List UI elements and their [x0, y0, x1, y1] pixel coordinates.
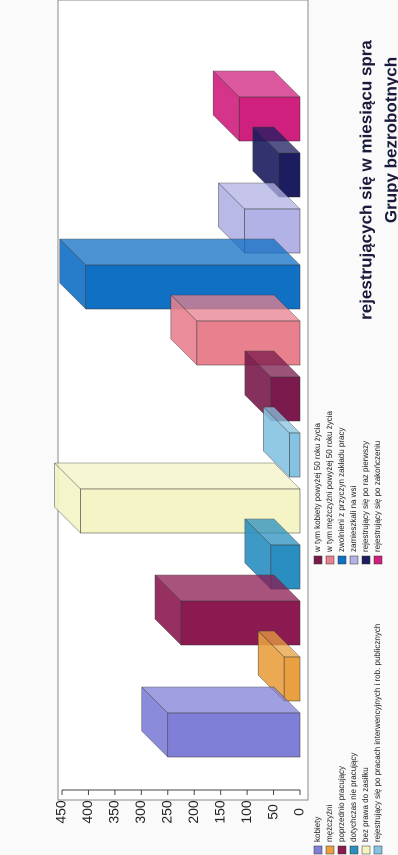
y-tick-label: 0 — [291, 808, 307, 816]
legend-label: w tym mężczyźni powyżej 50 roku życia — [325, 411, 334, 553]
legend-swatch — [349, 555, 359, 565]
legend-label: zwolnieni z przyczyn zakładu pracy — [337, 428, 346, 553]
bar-depth — [59, 238, 301, 266]
legend-swatch — [349, 845, 359, 855]
legend-swatch — [325, 555, 335, 565]
bar-depth — [53, 462, 301, 490]
y-tick-label: 300 — [132, 800, 148, 824]
y-tick-label: 350 — [106, 800, 122, 824]
legend-swatch — [337, 845, 347, 855]
legend-swatch — [313, 555, 323, 565]
y-tick-label: 100 — [238, 800, 254, 824]
bar-depth — [141, 686, 301, 714]
y-tick-label: 400 — [79, 800, 95, 824]
y-tick-label: 200 — [185, 800, 201, 824]
legend-swatch — [373, 845, 383, 855]
legend-swatch — [361, 555, 371, 565]
chart-title: rejestrujących się w miesiącu spra — [356, 40, 375, 320]
legend-label: poprzednio pracujący — [337, 766, 346, 842]
bar — [180, 600, 301, 646]
legend-swatch — [337, 555, 347, 565]
legend-swatch — [361, 845, 371, 855]
legend-swatch — [325, 845, 335, 855]
bar — [167, 712, 301, 758]
legend-swatch — [373, 555, 383, 565]
legend-label: kobiety — [313, 817, 322, 842]
legend-label: rejestrujący się po raz pierwszy — [361, 441, 370, 552]
bar — [283, 656, 301, 702]
legend-label: bez prawa do zasiłku — [361, 767, 370, 842]
y-tick-label: 50 — [264, 804, 280, 820]
legend-label: dotychczas nie pracujący — [349, 753, 358, 842]
chart-title: Grupy bezrobotnych — [381, 57, 398, 223]
legend-label: rejestrujący się po zakończeniu — [373, 441, 382, 552]
y-tick-label: 450 — [53, 800, 69, 824]
legend-label: w tym kobiety powyżej 50 roku życia — [313, 423, 322, 553]
bar — [289, 432, 301, 478]
bar — [278, 152, 301, 198]
legend-swatch — [313, 845, 323, 855]
legend-label: mężczyźni — [325, 804, 334, 842]
legend-label: rejestrujący się po pracach interwencyjn… — [373, 624, 382, 842]
y-tick-label: 150 — [211, 800, 227, 824]
y-tick-label: 250 — [158, 800, 174, 824]
legend-label: zamieszkali na wsi — [349, 486, 358, 552]
